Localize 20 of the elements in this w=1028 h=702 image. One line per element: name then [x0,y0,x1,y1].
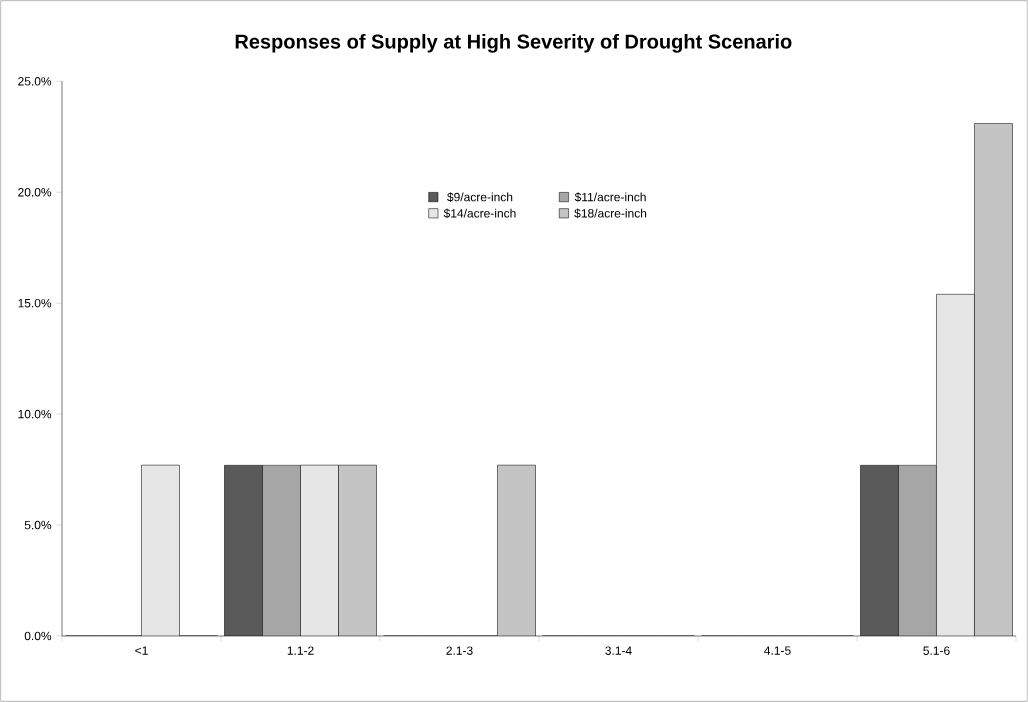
x-tick-label: <1 [135,646,148,655]
bar [974,123,1013,636]
y-tick-label: 25.0% [18,77,52,86]
legend-label: $14/acre-inch [443,208,516,219]
bar [497,465,536,636]
legend-label: $11/acre-inch [574,192,646,203]
x-tick-label: 1.1-2 [287,646,314,655]
y-tick-label: 15.0% [18,298,52,308]
bar [338,465,377,636]
legend-label: $18/acre-inch [574,208,647,219]
y-tick-label: 10.0% [18,409,52,419]
x-tick-label: 4.1-5 [764,646,791,655]
y-tick-label: 20.0% [18,188,52,197]
x-tick-label: 5.1-6 [923,646,950,655]
legend-label: $9/acre-inch [447,192,513,203]
chart-title: Responses of Supply at High Severity of Drought Scenario [235,33,792,53]
x-tick-label: 3.1-4 [605,646,632,655]
y-tick-label: 5.0% [24,520,52,530]
x-tick-label: 2.1-3 [446,646,473,655]
y-tick-label: 0.0% [24,631,52,641]
